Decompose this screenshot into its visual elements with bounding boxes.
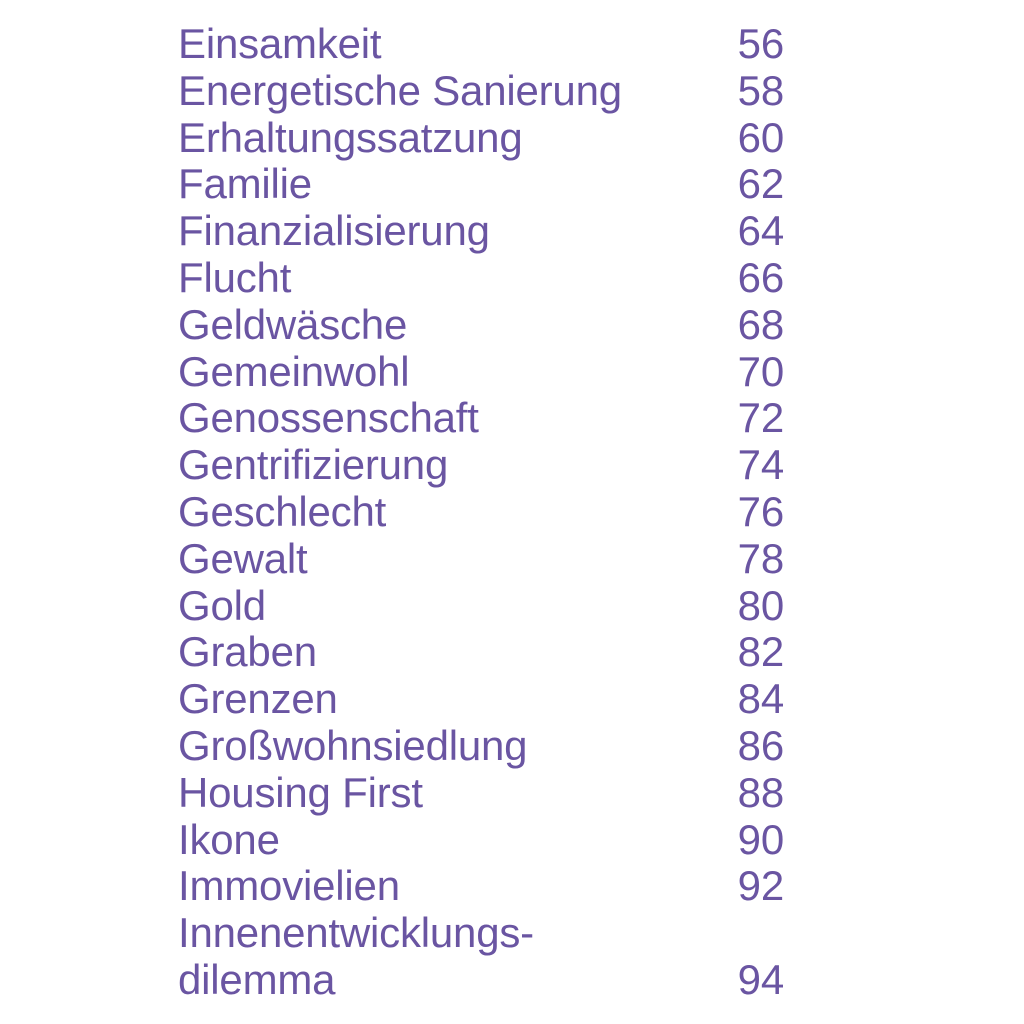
index-page-number: 80 [737, 581, 785, 629]
index-entry: Gewalt 78 [178, 534, 788, 583]
index-entry: Geschlecht 76 [178, 487, 788, 536]
index-entry: Familie 62 [178, 161, 788, 208]
index-term: Innenentwicklungs- [178, 909, 534, 957]
index-term: Gemeinwohl [178, 347, 410, 395]
index-term: Genossenschaft [178, 394, 479, 442]
index-term: Erhaltungssatzung [178, 113, 523, 161]
index-entry: Erhaltungssatzung 60 [178, 113, 788, 162]
index-entry: Immovielien 92 [178, 863, 788, 910]
index-page-number: 94 [737, 955, 785, 1003]
index-page-number: 56 [737, 20, 785, 67]
index-term: Graben [178, 628, 317, 676]
index-page-number: 68 [737, 300, 785, 348]
index-term: Familie [178, 160, 312, 208]
index-entry: Gold 80 [178, 581, 788, 630]
index-page-number: 88 [737, 768, 785, 816]
index-page-number: 72 [737, 394, 785, 442]
index-page-number: 64 [737, 207, 785, 255]
index-term: Geldwäsche [178, 300, 408, 348]
index-page-number: 60 [737, 113, 785, 161]
index-page-number: 86 [737, 721, 785, 769]
index-entry: Finanzialisierung 64 [178, 207, 788, 255]
index-page-number: 74 [737, 441, 785, 489]
index-term: Gewalt [178, 534, 308, 582]
index-term: Grenzen [178, 675, 338, 723]
index-entry: Geldwäsche 68 [178, 300, 788, 349]
index-entry: Ikone 90 [178, 815, 788, 864]
index-entry: Gentrifizierung 74 [178, 441, 788, 489]
index-term: Energetische Sanierung [178, 66, 622, 114]
index-term: Ikone [178, 815, 280, 863]
index-entry: Flucht 66 [178, 253, 788, 302]
index-page-number: 70 [737, 347, 785, 395]
index-term: Flucht [178, 253, 292, 301]
index-page-number: 82 [737, 628, 785, 676]
index-entry: Energetische Sanierung 58 [178, 66, 788, 115]
index-entry: Grenzen 84 [178, 675, 788, 723]
index-term: Gentrifizierung [178, 441, 449, 489]
index-entry: Innenentwicklungs- dilemma 94 [178, 909, 788, 1004]
index-term: Einsamkeit [178, 20, 382, 67]
index-list: Einsamkeit 56 Energetische Sanierung 58 … [178, 20, 788, 1004]
index-term: Großwohnsiedlung [178, 721, 528, 769]
index-term: Housing First [178, 768, 423, 816]
index-page-number: 76 [737, 487, 785, 535]
index-term: Geschlecht [178, 487, 387, 535]
index-term: Immovielien [178, 862, 400, 910]
index-page-number: 58 [737, 66, 785, 114]
index-entry: Gemeinwohl 70 [178, 347, 788, 396]
index-page-number: 78 [737, 534, 785, 582]
index-entry: Housing First 88 [178, 768, 788, 817]
index-entry: Einsamkeit 56 [178, 20, 788, 68]
index-page-number: 66 [737, 253, 785, 301]
index-page-number: 84 [737, 675, 785, 723]
index-term: Gold [178, 581, 266, 629]
index-page-number: 92 [737, 862, 785, 910]
index-term-continuation: dilemma [178, 955, 336, 1003]
index-term: Finanzialisierung [178, 207, 490, 255]
index-entry: Großwohnsiedlung 86 [178, 721, 788, 770]
index-entry: Genossenschaft 72 [178, 395, 788, 442]
index-page-number: 62 [737, 160, 785, 208]
index-entry: Graben 82 [178, 629, 788, 676]
index-page-number: 90 [737, 815, 785, 863]
